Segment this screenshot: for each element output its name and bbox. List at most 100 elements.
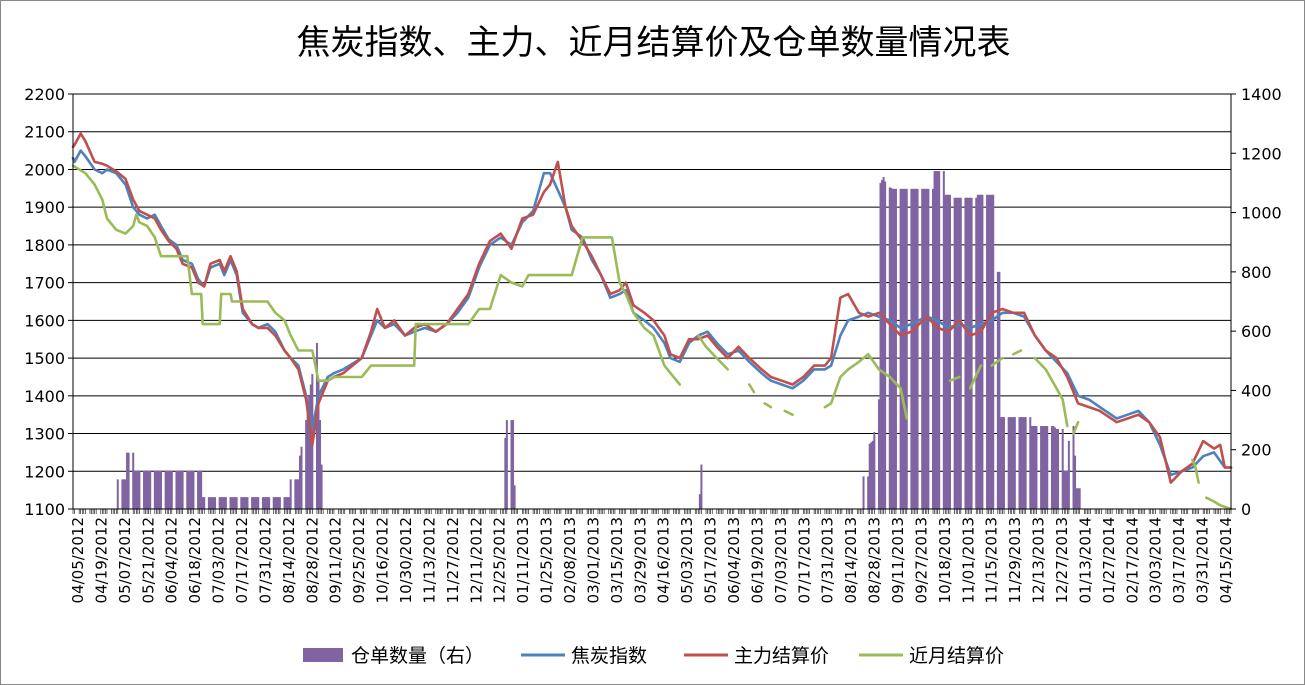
- near-month-line: [990, 356, 1004, 367]
- y-right-tick-label: 400: [1241, 381, 1272, 400]
- inventory-bar: [945, 194, 948, 510]
- inventory-bar: [265, 497, 267, 509]
- y-left-tick-label: 2000: [24, 160, 65, 179]
- x-tick-label: 02/08/2013: [561, 517, 579, 603]
- inventory-bar: [133, 470, 136, 509]
- inventory-bar: [156, 470, 159, 509]
- inventory-bar: [1033, 426, 1036, 509]
- inventory-bar: [1023, 417, 1026, 509]
- inventory-bar: [272, 497, 275, 509]
- inventory-bar: [935, 171, 938, 510]
- inventory-bar: [278, 497, 281, 509]
- x-tick-label: 01/25/2013: [538, 517, 556, 603]
- index-line: [71, 149, 1233, 477]
- inventory-bar: [275, 497, 278, 509]
- inventory-bar: [283, 497, 286, 509]
- inventory-bar: [315, 343, 318, 509]
- inventory-bar: [294, 479, 297, 509]
- inventory-bar: [300, 446, 303, 509]
- inventory-bar: [235, 497, 238, 509]
- inventory-bar: [1055, 428, 1058, 509]
- inventory-bar: [948, 194, 951, 510]
- y-right-tick-label: 0: [1241, 500, 1251, 519]
- y-left-tick-label: 1300: [24, 425, 65, 444]
- inventory-bar: [263, 497, 266, 509]
- inventory-bar: [317, 381, 320, 509]
- x-tick-label: 07/03/2012: [210, 517, 228, 603]
- near-month-line: [968, 364, 983, 390]
- near-month-line: [1191, 458, 1200, 484]
- inventory-bar: [881, 179, 884, 509]
- inventory-bar: [975, 197, 978, 509]
- inventory-bar: [913, 188, 916, 509]
- inventory-bar: [223, 497, 226, 509]
- x-tick-label: 01/11/2013: [514, 517, 532, 603]
- inventory-bar: [127, 452, 130, 509]
- y-left-tick-label: 2200: [24, 85, 65, 104]
- x-tick-label: 05/21/2012: [139, 517, 157, 603]
- x-tick-label: 04/19/2012: [92, 517, 110, 603]
- inventory-bar: [181, 470, 184, 509]
- inventory-bar: [121, 479, 124, 509]
- inventory-bar: [953, 197, 956, 509]
- inventory-bar: [1077, 488, 1080, 509]
- x-tick-label: 02/17/2014: [1123, 517, 1141, 603]
- inventory-bar: [207, 497, 210, 509]
- inventory-bar: [190, 470, 193, 509]
- inventory-bar: [901, 188, 904, 509]
- inventory-bar: [1064, 470, 1067, 509]
- near-month-line: [823, 353, 909, 420]
- x-tick-label: 10/16/2012: [374, 517, 392, 603]
- x-tick-label: 04/15/2014: [1217, 517, 1235, 603]
- inventory-bar: [1021, 417, 1024, 509]
- y-right-tick-label: 1200: [1241, 144, 1282, 163]
- inventory-bar: [964, 197, 967, 509]
- inventory-bar: [257, 497, 260, 509]
- inventory-bar: [1074, 455, 1077, 509]
- x-tick-label: 06/04/2013: [725, 517, 743, 603]
- inventory-bar: [155, 470, 158, 509]
- inventory-bar: [1024, 417, 1027, 509]
- inventory-bar: [305, 420, 308, 509]
- x-tick-label: 07/17/2013: [795, 517, 813, 603]
- x-tick-label: 11/01/2013: [959, 517, 977, 603]
- inventory-bar: [882, 177, 885, 509]
- legend-layer: 仓单数量（右） 焦炭指数 主力结算价 近月结算价: [303, 645, 1004, 667]
- inventory-bar: [144, 470, 147, 509]
- inventory-bar: [203, 497, 206, 509]
- inventory-bar: [967, 197, 970, 509]
- inventory-bar: [189, 470, 192, 509]
- inventory-bar: [969, 197, 972, 509]
- inventory-bar: [149, 470, 152, 509]
- inventory-bar: [135, 470, 138, 509]
- x-tick-label: 01/13/2014: [1076, 517, 1094, 603]
- inventory-bar: [214, 497, 217, 509]
- x-tick-label: 11/13/2012: [420, 517, 438, 603]
- inventory-bar: [512, 420, 515, 509]
- inventory-bar: [319, 420, 322, 509]
- y-left-tick-label: 1900: [24, 198, 65, 217]
- inventory-bar: [893, 188, 896, 509]
- inventory-bar: [1078, 488, 1081, 509]
- inventory-bar: [201, 497, 204, 509]
- inventory-bar: [274, 497, 277, 509]
- inventory-bar: [261, 497, 264, 509]
- inventory-bar: [116, 479, 119, 509]
- main-settle-line: [71, 132, 1233, 484]
- x-tick-label: 04/16/2013: [655, 517, 673, 603]
- inventory-bar: [240, 497, 243, 509]
- inventory-bar: [902, 188, 905, 509]
- inventory-bar: [868, 443, 871, 509]
- inventory-bar: [277, 497, 280, 509]
- inventory-bar: [229, 497, 232, 509]
- x-tick-label: 05/03/2013: [678, 517, 696, 603]
- inventory-bar: [924, 188, 927, 509]
- inventory-bar: [251, 497, 254, 509]
- inventory-bar: [944, 194, 947, 510]
- inventory-bar: [1009, 417, 1012, 509]
- inventory-bar: [862, 476, 865, 509]
- inventory-bar: [124, 479, 127, 509]
- x-tick-label: 03/15/2013: [608, 517, 626, 603]
- inventory-bar: [911, 188, 914, 509]
- inventory-bar: [1030, 426, 1033, 509]
